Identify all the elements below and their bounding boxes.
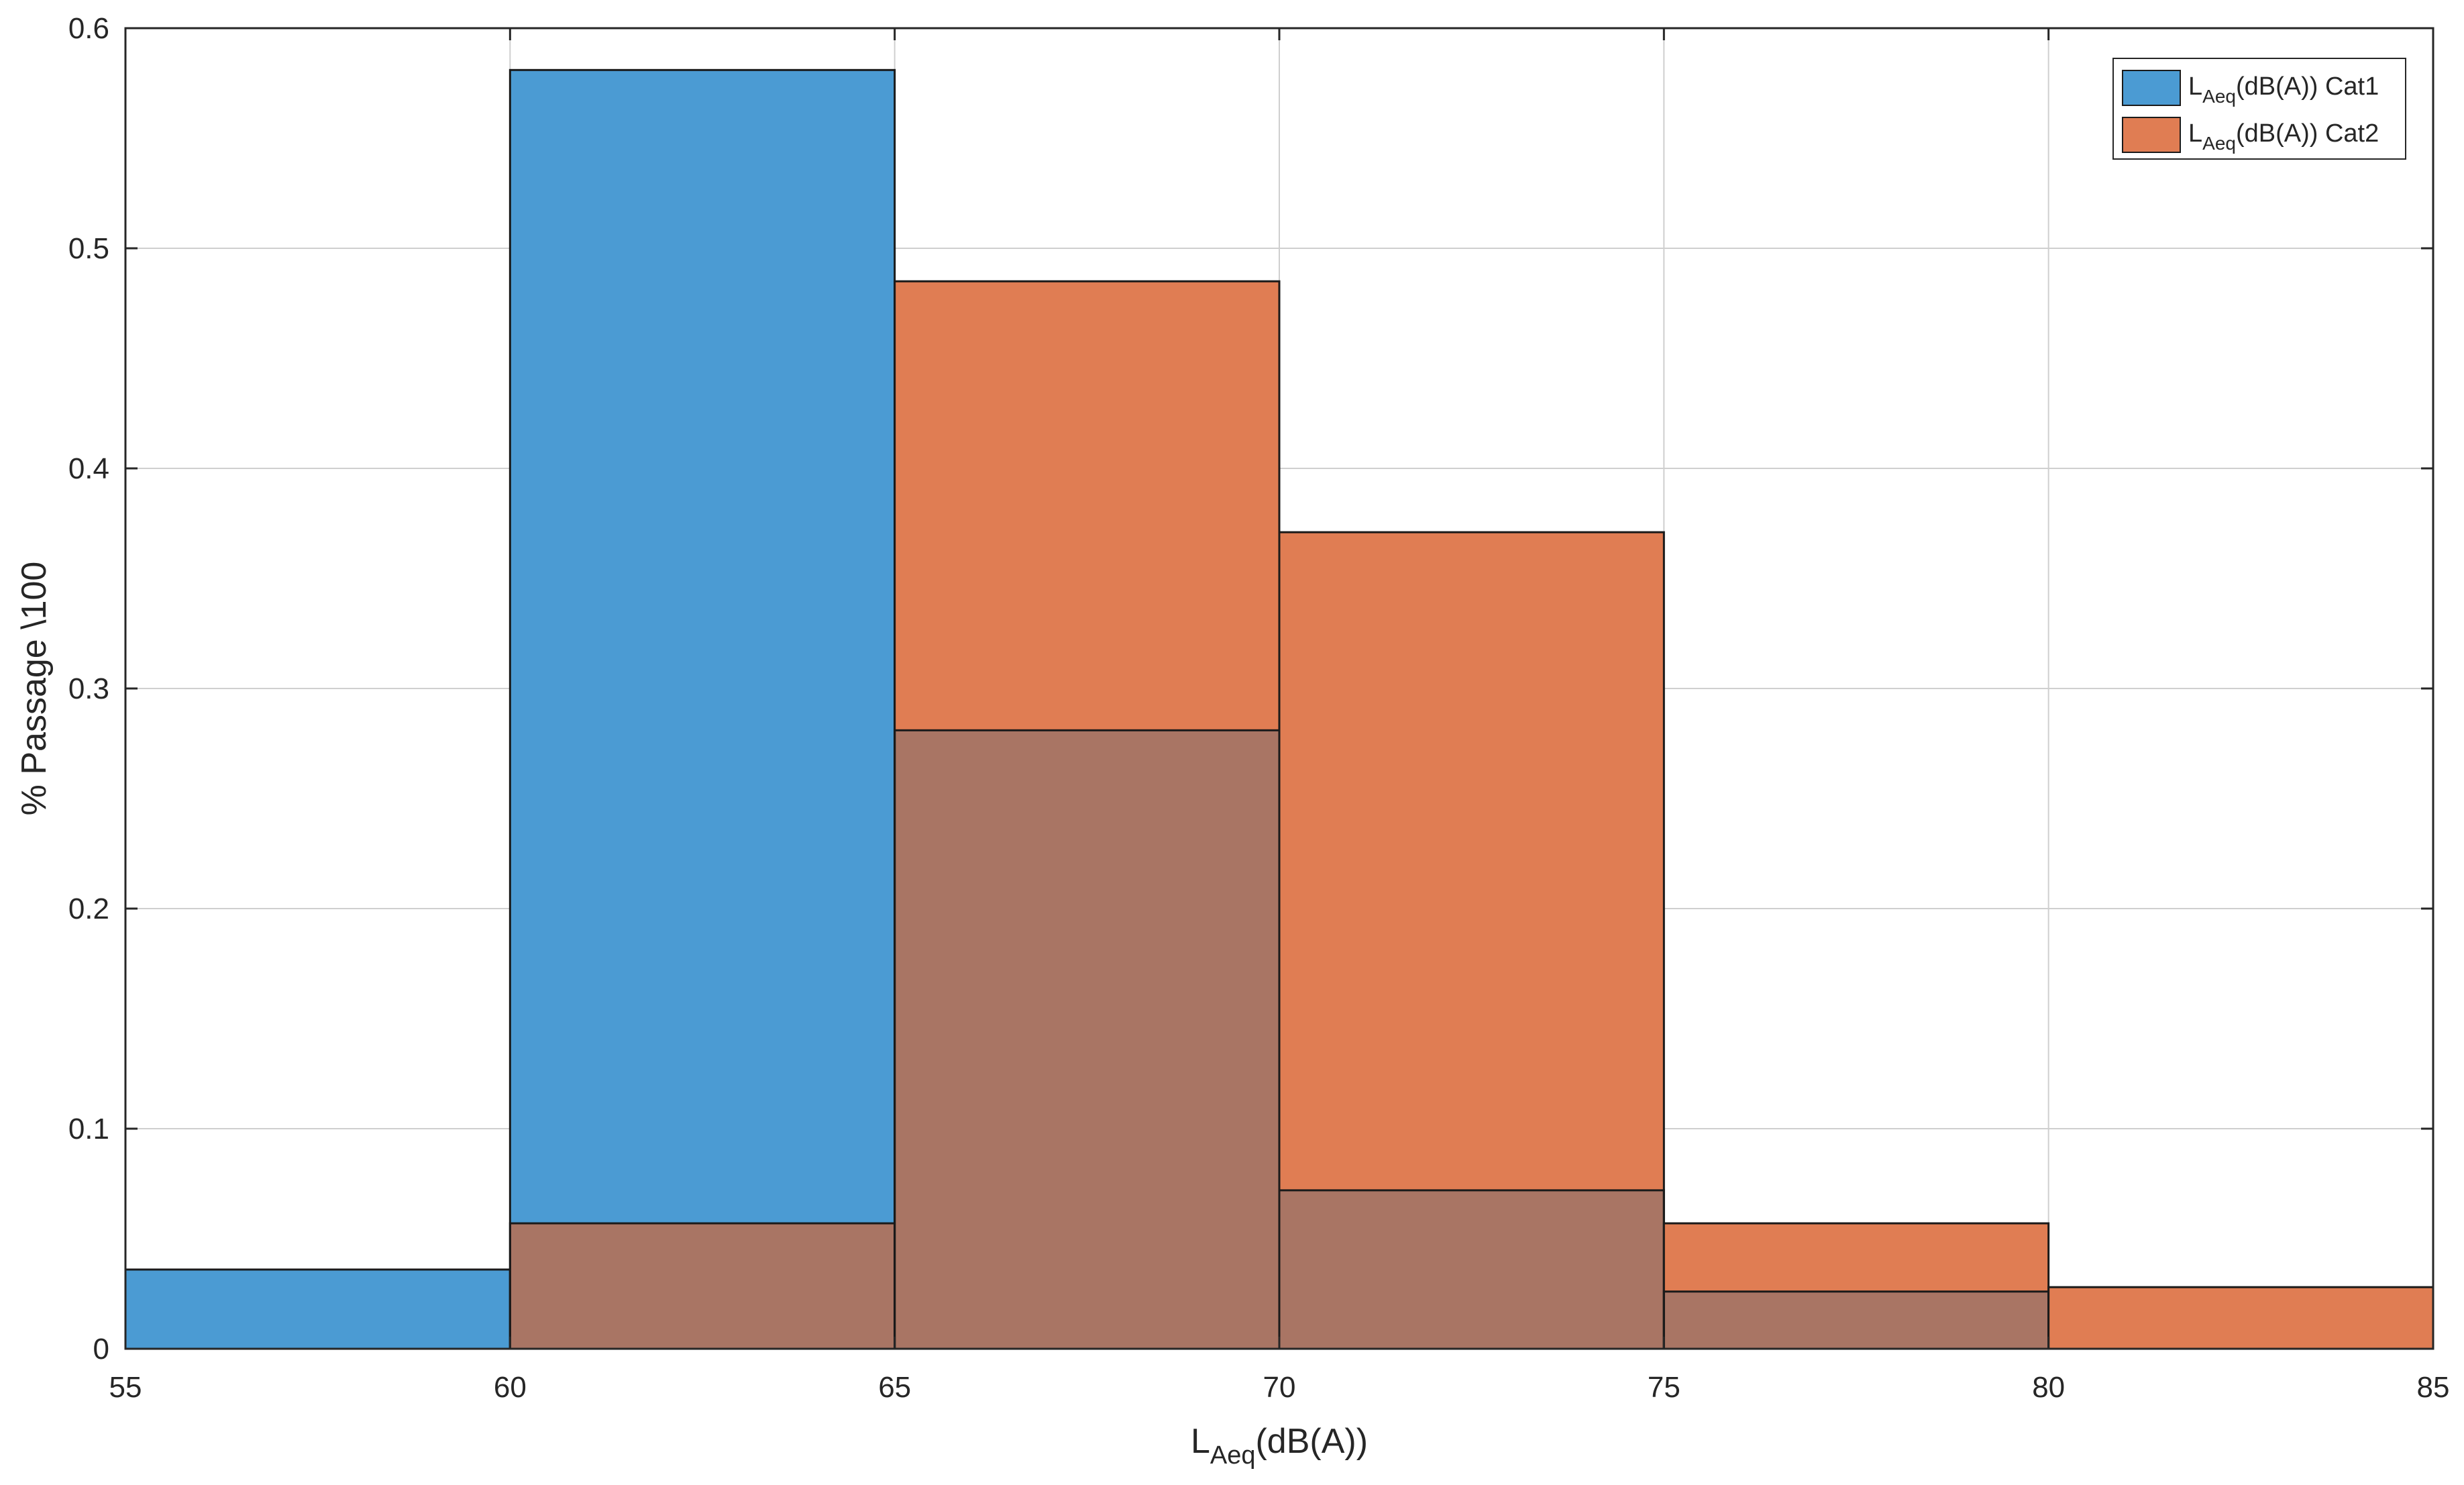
bar-cat1 (510, 70, 895, 1224)
legend-swatch-cat2 (2122, 117, 2181, 153)
bar-cat2 (1279, 532, 1664, 1190)
bar-overlap (1664, 1291, 2049, 1349)
y-tick-label: 0 (93, 1333, 109, 1366)
bar-cat2 (1664, 1223, 2049, 1292)
x-axis-title-subscript: Aeq (1210, 1441, 1256, 1470)
bar-overlap (894, 730, 1279, 1349)
x-tick-label: 65 (878, 1371, 911, 1404)
legend-label-cat1-main: L (2188, 72, 2202, 101)
y-tick-label: 0.3 (68, 672, 109, 705)
x-tick-label: 85 (2417, 1371, 2450, 1404)
x-tick-label: 70 (1263, 1371, 1296, 1404)
legend-swatch-cat1 (2122, 70, 2181, 106)
bar-cat2 (894, 281, 1279, 731)
legend-label-cat2-rest: (dB(A)) Cat2 (2236, 119, 2379, 148)
x-axis-title: LAeq(dB(A)) (1191, 1422, 1368, 1470)
histogram-bars (124, 68, 2434, 1350)
legend-label-cat2: LAeq(dB(A)) Cat2 (2188, 119, 2379, 154)
y-tick-label: 0.2 (68, 892, 109, 925)
legend-label-cat1-subscript: Aeq (2202, 86, 2236, 107)
legend-label-cat2-main: L (2188, 119, 2202, 148)
y-tick-label: 0.5 (68, 232, 109, 265)
legend-label-cat1-rest: (dB(A)) Cat1 (2236, 72, 2379, 101)
y-tick-label: 0.1 (68, 1113, 109, 1145)
y-tick-labels: 0 0.1 0.2 0.3 0.4 0.5 0.6 (68, 12, 109, 1366)
bar-overlap (1279, 1190, 1664, 1349)
axes (124, 27, 2434, 1350)
x-axis-title-main: L (1191, 1422, 1210, 1461)
legend: LAeq(dB(A)) Cat1 LAeq(dB(A)) Cat2 (2112, 58, 2406, 160)
x-tick-label: 80 (2032, 1371, 2065, 1404)
x-tick-label: 60 (494, 1371, 527, 1404)
x-tick-labels: 55 60 65 70 75 80 85 (109, 1371, 2450, 1404)
y-tick-label: 0.4 (68, 452, 109, 485)
legend-label-cat2-subscript: Aeq (2202, 133, 2236, 154)
y-axis-title: % Passage \100 (15, 562, 54, 816)
x-tick-label: 75 (1648, 1371, 1680, 1404)
bar-overlap (510, 1223, 895, 1349)
bar-cat2 (2048, 1287, 2433, 1349)
x-tick-label: 55 (109, 1371, 142, 1404)
x-axis-title-unit: (dB(A)) (1255, 1422, 1368, 1461)
legend-label-cat1: LAeq(dB(A)) Cat1 (2188, 72, 2379, 107)
y-tick-label: 0.6 (68, 12, 109, 45)
bar-cat1 (125, 1269, 511, 1349)
